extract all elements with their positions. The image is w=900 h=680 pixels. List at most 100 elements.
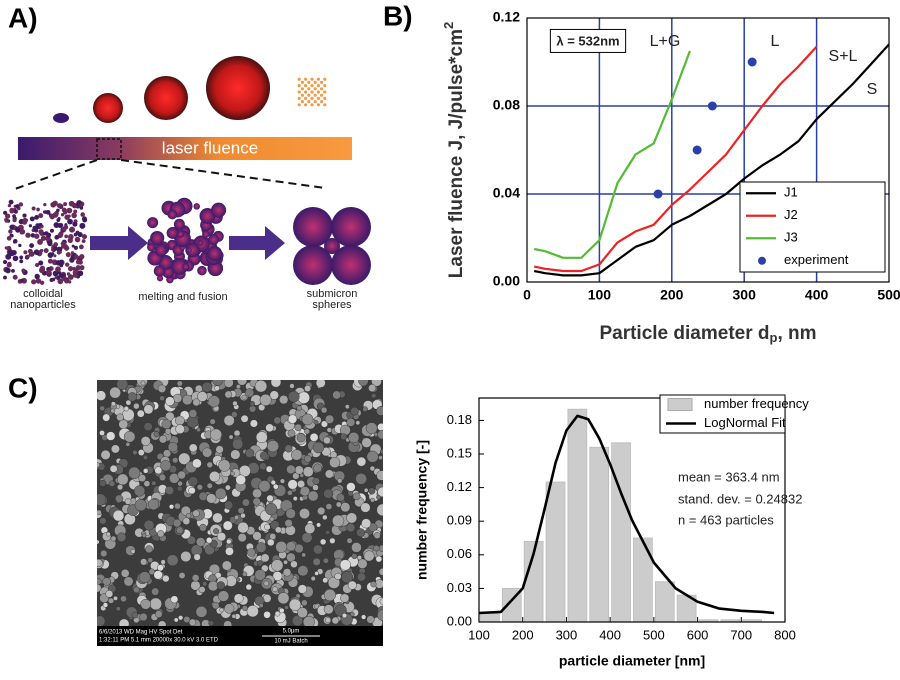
nanoparticle	[72, 221, 78, 227]
sem-grain	[97, 615, 106, 626]
sem-grain	[160, 559, 166, 565]
sem-grain	[284, 605, 289, 610]
sem-grain	[215, 487, 227, 500]
nanoparticle	[20, 278, 24, 283]
nanoparticle	[7, 261, 12, 266]
sem-grain	[178, 572, 186, 579]
fragment	[313, 87, 317, 91]
sem-grain	[192, 398, 201, 407]
sem-grain	[219, 607, 224, 613]
sem-grain	[361, 614, 367, 620]
sem-grain	[307, 490, 319, 502]
annotation: L+G	[650, 33, 681, 50]
sem-grain	[286, 552, 296, 563]
sem-grain	[222, 520, 233, 531]
sem-grain	[138, 571, 151, 584]
legend-label: LogNormal Fit	[704, 415, 786, 430]
line	[533, 50, 691, 259]
sem-grain	[160, 460, 172, 472]
x-axis-label-part: Particle diameter d	[599, 323, 769, 344]
fragment	[310, 84, 314, 88]
sem-grain	[249, 419, 258, 428]
nanoparticle	[21, 219, 28, 225]
data-point	[692, 145, 702, 155]
sem-grain	[202, 447, 213, 458]
sem-grain	[224, 390, 233, 399]
sem-grain	[323, 436, 331, 445]
sem-grain	[294, 465, 304, 475]
sem-grain	[377, 609, 383, 621]
nanoparticle	[79, 203, 83, 207]
x-tick-label: 400	[599, 627, 621, 642]
nanoparticle	[56, 250, 62, 255]
sem-grain	[224, 603, 235, 614]
sphere	[324, 238, 340, 254]
nanoparticle	[38, 229, 44, 235]
sem-grain	[237, 507, 245, 515]
sem-grain	[358, 380, 369, 387]
sem-grain	[212, 380, 224, 386]
fused-particle	[153, 265, 166, 277]
sem-grain	[237, 533, 247, 543]
sem-grain	[106, 431, 116, 441]
x-axis-label: particle diameter [nm]	[559, 653, 705, 669]
sem-grain	[323, 557, 329, 564]
fused-particle	[206, 245, 223, 262]
nanoparticle	[60, 212, 65, 217]
nanoparticle	[60, 241, 66, 247]
x-tick-label: 100	[588, 287, 612, 303]
nanoparticle	[45, 209, 51, 215]
sem-grain	[142, 454, 148, 460]
sem-grain	[242, 498, 250, 507]
nanoparticle	[43, 248, 49, 254]
sem-grain	[312, 477, 320, 485]
sem-grain	[320, 420, 328, 428]
nanoparticle	[12, 255, 19, 262]
plot-area	[533, 43, 889, 277]
x-tick-label: 200	[512, 627, 534, 642]
nanoparticle	[38, 260, 44, 266]
sem-grain	[356, 456, 367, 467]
line	[533, 43, 889, 277]
fragment	[316, 84, 320, 88]
fragment	[320, 80, 324, 84]
sem-grain	[158, 435, 168, 444]
sem-grain	[108, 480, 116, 487]
sem-grain	[302, 466, 314, 478]
particle	[53, 113, 69, 123]
nanoparticle	[26, 254, 30, 258]
sem-grain	[252, 531, 262, 541]
sem-grain	[320, 406, 328, 414]
nanoparticle	[38, 222, 43, 227]
fragment	[323, 84, 327, 88]
sem-grain	[240, 414, 249, 423]
fused-particle	[197, 265, 207, 276]
sem-grain	[245, 448, 255, 458]
fragment	[310, 103, 314, 107]
sem-info-bar	[97, 626, 383, 646]
nanoparticle	[13, 209, 18, 214]
nanoparticle	[7, 203, 12, 208]
sem-grain	[154, 466, 163, 475]
sem-grain	[366, 615, 375, 624]
sem-grain	[240, 513, 246, 519]
nanoparticle	[37, 239, 43, 245]
sem-grain	[105, 590, 114, 598]
sem-grain	[176, 380, 183, 387]
histogram-bar	[720, 619, 741, 622]
sem-grain	[136, 409, 145, 418]
nanoparticle	[57, 278, 64, 285]
fused-particle	[156, 275, 164, 282]
sem-grain	[139, 612, 148, 622]
sem-grain	[209, 539, 218, 548]
sem-grain	[373, 531, 381, 539]
sem-grain	[339, 424, 351, 436]
nanoparticle	[66, 207, 73, 214]
sem-grain	[269, 390, 279, 400]
sem-grain	[362, 406, 368, 412]
arrow	[229, 226, 285, 260]
histogram-bar	[589, 446, 610, 622]
fused-particle	[150, 230, 165, 246]
nanoparticle	[79, 265, 85, 271]
sem-grain	[313, 544, 323, 555]
